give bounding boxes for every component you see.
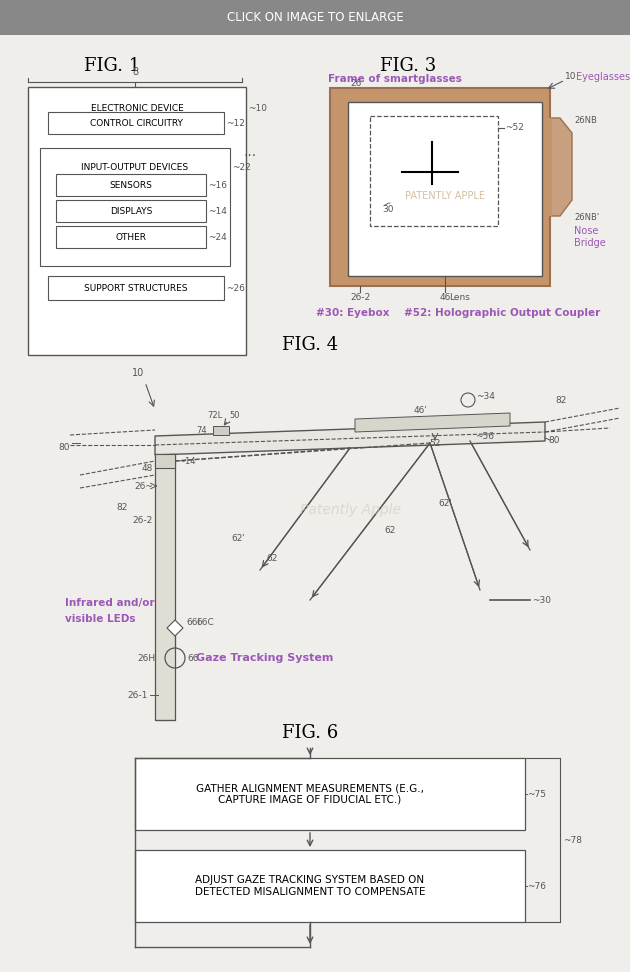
Text: 50: 50	[230, 411, 240, 420]
Text: ~30: ~30	[532, 596, 551, 605]
Bar	[56, 226, 206, 248]
Bar	[56, 174, 206, 196]
Text: ~24: ~24	[208, 232, 227, 241]
Text: ~14: ~14	[208, 206, 227, 216]
Bar	[370, 116, 498, 226]
Text: ~16: ~16	[208, 181, 227, 190]
Bar	[135, 850, 525, 922]
Text: 26NB: 26NB	[574, 116, 597, 125]
Bar	[0, 0, 630, 35]
Text: 66C: 66C	[196, 617, 214, 627]
Text: INPUT-OUTPUT DEVICES: INPUT-OUTPUT DEVICES	[81, 163, 188, 172]
Text: GATHER ALIGNMENT MEASUREMENTS (E.G.,
CAPTURE IMAGE OF FIDUCIAL ETC.): GATHER ALIGNMENT MEASUREMENTS (E.G., CAP…	[196, 783, 424, 805]
Text: 62': 62'	[438, 499, 452, 507]
Text: Infrared and/or: Infrared and/or	[65, 598, 154, 608]
Bar	[155, 454, 175, 468]
Text: 66: 66	[187, 653, 198, 663]
Text: 26-2: 26-2	[350, 293, 370, 302]
Text: 26-1: 26-1	[128, 690, 148, 700]
Text: 62: 62	[384, 526, 396, 535]
Text: Patently Apple: Patently Apple	[299, 503, 401, 517]
Text: ~78: ~78	[563, 836, 582, 845]
Text: ~22: ~22	[232, 163, 251, 172]
Bar	[135, 758, 525, 830]
Text: FIG. 4: FIG. 4	[282, 336, 338, 354]
Text: 80: 80	[59, 442, 70, 452]
Polygon shape	[155, 454, 175, 720]
Bar	[348, 102, 542, 276]
Text: ADJUST GAZE TRACKING SYSTEM BASED ON
DETECTED MISALIGNMENT TO COMPENSATE: ADJUST GAZE TRACKING SYSTEM BASED ON DET…	[195, 875, 425, 897]
Bar	[40, 148, 230, 266]
Text: 10: 10	[565, 72, 576, 81]
Text: 82: 82	[117, 503, 128, 511]
Text: ELECTRONIC DEVICE: ELECTRONIC DEVICE	[91, 104, 183, 113]
Text: 26~: 26~	[134, 481, 153, 491]
Polygon shape	[167, 620, 183, 636]
Text: Bridge: Bridge	[574, 238, 606, 248]
Text: 26H: 26H	[137, 653, 155, 663]
Text: DISPLAYS: DISPLAYS	[110, 206, 152, 216]
Text: CLICK ON IMAGE TO ENLARGE: CLICK ON IMAGE TO ENLARGE	[227, 11, 403, 24]
Text: Lens: Lens	[449, 293, 470, 302]
Text: 46: 46	[440, 293, 451, 302]
Text: ~10: ~10	[248, 104, 267, 113]
Text: ~34: ~34	[476, 392, 495, 400]
Text: 66l: 66l	[186, 617, 200, 627]
Text: 8: 8	[132, 67, 138, 77]
Text: 26NB': 26NB'	[574, 213, 599, 222]
Text: 62: 62	[266, 553, 278, 563]
Text: ...: ...	[243, 145, 256, 159]
Bar	[28, 87, 246, 355]
Bar	[213, 426, 229, 435]
Text: 10: 10	[132, 368, 144, 378]
Text: SENSORS: SENSORS	[110, 181, 152, 190]
Text: ~12: ~12	[226, 119, 245, 127]
Text: 46': 46'	[413, 406, 427, 415]
Bar	[56, 200, 206, 222]
Bar	[330, 88, 550, 286]
Text: 30: 30	[382, 205, 394, 214]
Text: 82: 82	[555, 396, 566, 404]
Text: ~14: ~14	[178, 457, 195, 466]
Text: ~26: ~26	[226, 284, 245, 293]
Text: CONTROL CIRCUITRY: CONTROL CIRCUITRY	[89, 119, 183, 127]
Text: 52: 52	[429, 439, 441, 448]
Text: 26-2: 26-2	[133, 515, 153, 525]
Text: 26: 26	[350, 79, 362, 88]
Bar	[548, 118, 552, 216]
Text: 80: 80	[548, 435, 559, 444]
Text: ~56: ~56	[475, 432, 494, 440]
Text: #30: Eyebox    #52: Holographic Output Coupler: #30: Eyebox #52: Holographic Output Coup…	[316, 308, 600, 318]
Text: Eyeglasses: Eyeglasses	[576, 72, 630, 82]
Bar	[48, 276, 224, 300]
Text: Frame of smartglasses: Frame of smartglasses	[328, 74, 462, 84]
Text: FIG. 6: FIG. 6	[282, 724, 338, 742]
Text: FIG. 3: FIG. 3	[380, 57, 436, 75]
Text: OTHER: OTHER	[115, 232, 147, 241]
Polygon shape	[355, 413, 510, 432]
Text: SUPPORT STRUCTURES: SUPPORT STRUCTURES	[84, 284, 188, 293]
Text: Nose: Nose	[574, 226, 598, 236]
Text: 48: 48	[142, 464, 153, 472]
Text: FIG. 1: FIG. 1	[84, 57, 140, 75]
Polygon shape	[155, 422, 545, 455]
Text: 62': 62'	[231, 534, 245, 542]
Text: ~52: ~52	[505, 123, 524, 132]
Text: 72L: 72L	[207, 411, 222, 420]
Text: ~76: ~76	[527, 882, 546, 890]
Text: visible LEDs: visible LEDs	[65, 614, 135, 624]
Text: PATENTLY APPLE: PATENTLY APPLE	[405, 191, 485, 201]
Text: 74: 74	[197, 426, 207, 434]
Text: Gaze Tracking System: Gaze Tracking System	[196, 653, 333, 663]
Bar	[48, 112, 224, 134]
Polygon shape	[550, 118, 572, 216]
Text: ~75: ~75	[527, 789, 546, 799]
